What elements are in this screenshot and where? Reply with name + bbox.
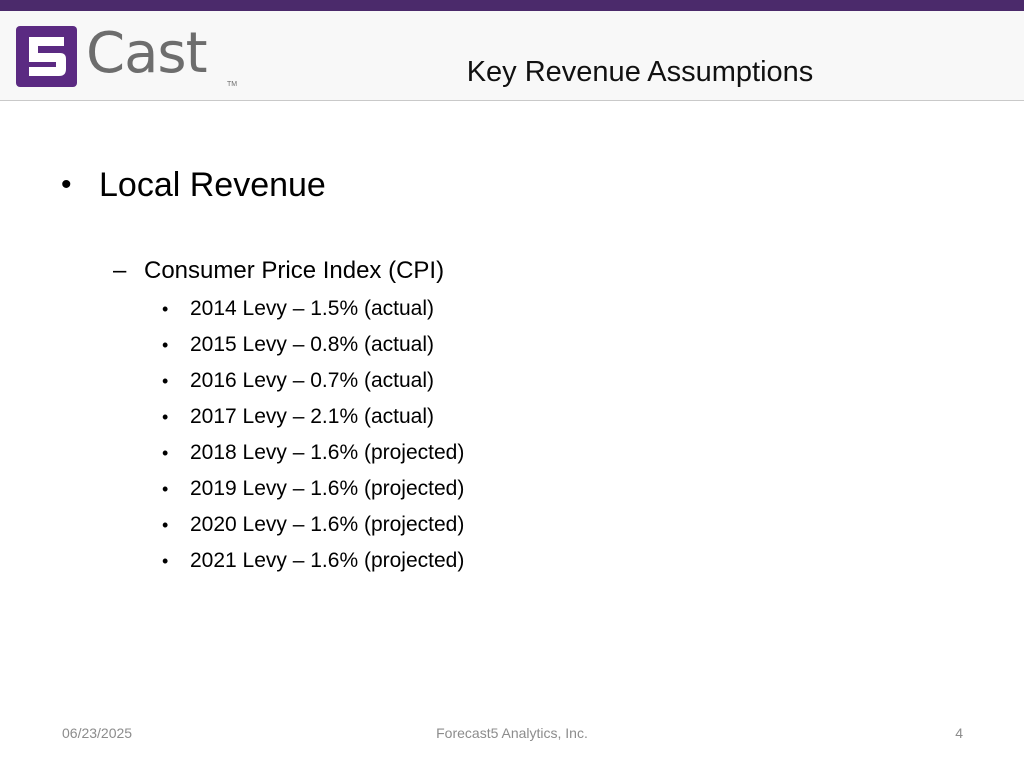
logo-trademark: TM [227, 81, 238, 88]
slide-header: Cast TM Key Revenue Assumptions [0, 11, 1024, 101]
bullet-dot-icon: • [162, 479, 169, 499]
logo-five-glyph-icon [29, 37, 66, 76]
company-logo: Cast TM [16, 21, 237, 88]
footer-company: Forecast5 Analytics, Inc. [436, 725, 588, 741]
bullet-level1-text: Local Revenue [99, 166, 326, 204]
bullet-dot-icon: • [162, 551, 169, 571]
list-item-text: 2017 Levy – 2.1% (actual) [190, 405, 434, 428]
bullet-dot-icon: • [162, 443, 169, 463]
list-item-text: 2020 Levy – 1.6% (projected) [190, 513, 465, 536]
page-title: Key Revenue Assumptions [466, 56, 814, 88]
bullet-dot-icon: • [162, 335, 169, 355]
list-item-text: 2015 Levy – 0.8% (actual) [190, 333, 434, 356]
footer-page-number: 4 [955, 725, 963, 741]
bullet-dot-icon: • [61, 168, 72, 201]
top-accent-bar [0, 0, 1024, 11]
bullet-dot-icon: • [162, 371, 169, 391]
bullet-dot-icon: • [162, 407, 169, 427]
bullet-dot-icon: • [162, 515, 169, 535]
list-item-text: 2016 Levy – 0.7% (actual) [190, 369, 434, 392]
bullet-dash-icon: – [113, 257, 127, 284]
bullet-level2-text: Consumer Price Index (CPI) [144, 257, 445, 284]
logo-mark-icon [16, 26, 77, 87]
logo-wordmark: Cast [86, 21, 208, 86]
list-item-text: 2014 Levy – 1.5% (actual) [190, 297, 434, 320]
bullet-dot-icon: • [162, 299, 169, 319]
list-item-text: 2021 Levy – 1.6% (projected) [190, 549, 465, 572]
footer-date: 06/23/2025 [62, 725, 133, 741]
list-item-text: 2019 Levy – 1.6% (projected) [190, 477, 465, 500]
list-item-text: 2018 Levy – 1.6% (projected) [190, 441, 465, 464]
